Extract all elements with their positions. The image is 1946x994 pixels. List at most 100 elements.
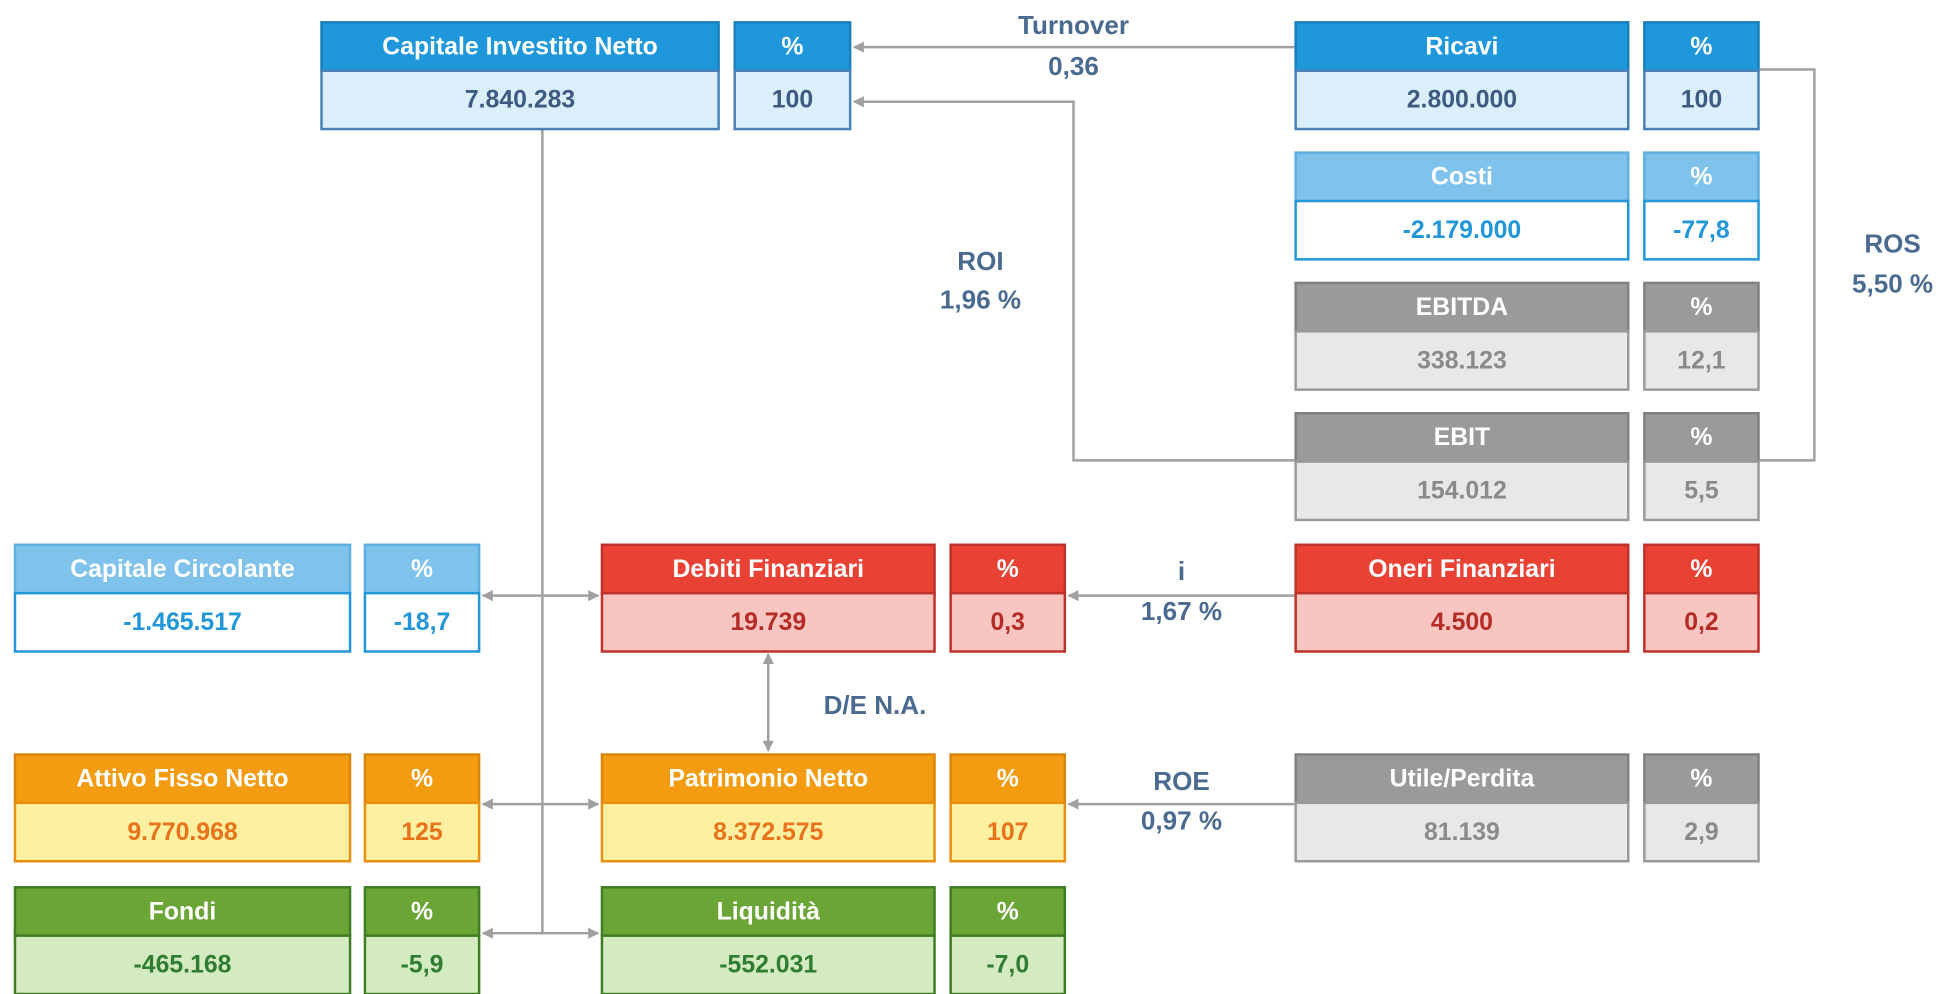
box-value: 100 — [1681, 87, 1722, 114]
box-body — [1643, 199, 1760, 261]
box-value: 0,3 — [991, 609, 1025, 636]
box-body — [13, 934, 352, 994]
box-header — [1294, 151, 1630, 203]
box-value: 125 — [401, 819, 443, 846]
box-title: Patrimonio Netto — [668, 765, 868, 792]
box-header — [1294, 543, 1630, 595]
box-title: % — [997, 898, 1019, 925]
box-body — [1643, 460, 1760, 522]
box-value: -77,8 — [1673, 217, 1730, 244]
box-title: Costi — [1431, 164, 1493, 191]
box-title: Utile/Perdita — [1390, 765, 1535, 792]
box-header — [1294, 21, 1630, 72]
box-body — [1643, 330, 1760, 391]
box-header — [949, 886, 1067, 937]
box-body — [320, 69, 720, 131]
ratio-label: ROE — [1153, 766, 1209, 796]
box-body — [13, 591, 352, 653]
box-title: EBIT — [1434, 424, 1490, 451]
box-body — [1294, 801, 1630, 863]
arrow — [852, 96, 1295, 462]
ratio-label: ROS — [1864, 229, 1920, 259]
box-body — [600, 591, 936, 653]
box-value: -7,0 — [986, 952, 1029, 979]
box-body — [1294, 330, 1630, 391]
box-title: % — [1690, 424, 1712, 451]
box-header — [363, 886, 481, 937]
box-value: 19.739 — [730, 609, 806, 636]
box-value: 2.800.000 — [1407, 87, 1517, 114]
box-title: % — [1690, 164, 1712, 191]
box-header — [13, 543, 352, 595]
ratio-label: ROI — [957, 246, 1003, 276]
box-title: Attivo Fisso Netto — [76, 765, 288, 792]
box-title: % — [997, 556, 1019, 583]
box-body — [949, 801, 1067, 863]
box-body — [1294, 460, 1630, 522]
box-title: Ricavi — [1425, 33, 1498, 60]
box-value: 9.770.968 — [127, 819, 238, 846]
box-value: 2,9 — [1684, 819, 1718, 846]
box-body — [733, 69, 852, 131]
box-title: % — [1690, 33, 1712, 60]
box-value: 4.500 — [1431, 609, 1493, 636]
box-header — [13, 886, 352, 937]
ratio-value: 1,96 % — [940, 284, 1021, 314]
box-value: 107 — [987, 819, 1028, 846]
connector — [1759, 68, 1816, 462]
box-value: 12,1 — [1677, 347, 1725, 374]
ratio-label: D/E N.A. — [824, 690, 927, 720]
box-title: Capitale Investito Netto — [382, 33, 658, 60]
box-header — [1643, 21, 1760, 72]
box-value: 81.139 — [1424, 819, 1500, 846]
box-header — [320, 21, 720, 72]
box-body — [600, 801, 936, 863]
box-body — [1643, 801, 1760, 863]
box-body — [13, 801, 352, 863]
box-value: -18,7 — [394, 609, 451, 636]
box-body — [1294, 591, 1630, 653]
box-title: % — [1690, 765, 1712, 792]
box-body — [1294, 199, 1630, 261]
ratio-value: 5,50 % — [1852, 268, 1933, 298]
box-title: % — [781, 33, 803, 60]
box-title: % — [411, 898, 433, 925]
box-value: 100 — [772, 87, 813, 114]
ratio-value: 0,97 % — [1141, 806, 1222, 836]
box-header — [1294, 753, 1630, 805]
box-body — [363, 591, 481, 653]
box-header — [363, 543, 481, 595]
box-title: % — [411, 556, 433, 583]
box-value: 0,2 — [1684, 609, 1718, 636]
box-header — [600, 543, 936, 595]
ratio-label: i — [1178, 556, 1185, 586]
box-value: 154.012 — [1417, 478, 1507, 505]
box-title: % — [1690, 294, 1712, 321]
box-header — [600, 753, 936, 805]
box-value: -1.465.517 — [123, 609, 242, 636]
box-header — [1643, 281, 1760, 333]
box-body — [600, 934, 936, 994]
box-title: Capitale Circolante — [70, 556, 295, 583]
box-value: 7.840.283 — [465, 87, 575, 114]
box-body — [949, 934, 1067, 994]
box-value: 8.372.575 — [713, 819, 824, 846]
box-value: 338.123 — [1417, 347, 1507, 374]
box-value: -2.179.000 — [1403, 217, 1522, 244]
box-title: Oneri Finanziari — [1368, 556, 1555, 583]
box-title: Fondi — [149, 898, 216, 925]
box-body — [949, 591, 1067, 653]
box-value: -5,9 — [401, 952, 444, 979]
box-body — [1643, 591, 1760, 653]
box-title: % — [997, 765, 1019, 792]
ratio-label: Turnover — [1018, 10, 1129, 40]
box-body — [363, 801, 481, 863]
box-title: % — [411, 765, 433, 792]
box-value: 5,5 — [1684, 478, 1719, 505]
box-body — [1294, 69, 1630, 131]
box-title: % — [1690, 556, 1712, 583]
box-title: Liquidità — [717, 898, 821, 925]
box-value: -552.031 — [719, 952, 817, 979]
box-header — [13, 753, 352, 805]
